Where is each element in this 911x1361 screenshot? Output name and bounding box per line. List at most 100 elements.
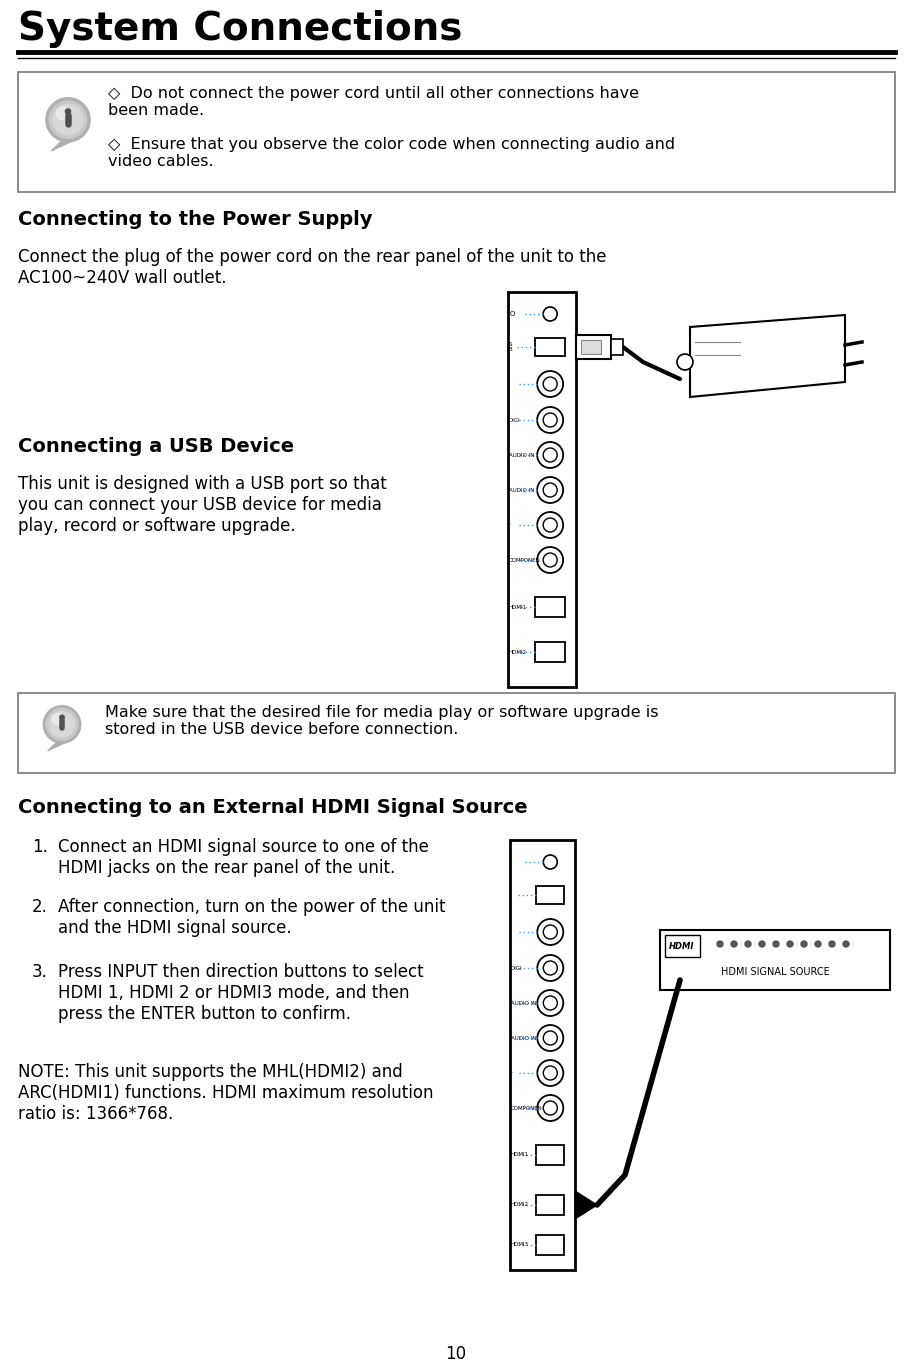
Circle shape bbox=[49, 101, 87, 139]
Bar bbox=[536, 1195, 564, 1215]
Bar bbox=[536, 1145, 564, 1165]
Text: -: - bbox=[508, 523, 510, 528]
Circle shape bbox=[537, 989, 563, 1017]
Bar bbox=[18, 72, 894, 192]
Bar bbox=[535, 642, 565, 661]
Circle shape bbox=[716, 940, 722, 947]
Circle shape bbox=[66, 109, 70, 114]
Circle shape bbox=[537, 372, 562, 397]
Circle shape bbox=[52, 713, 63, 724]
Bar bbox=[536, 1234, 564, 1255]
Circle shape bbox=[537, 407, 562, 433]
Text: Connecting to the Power Supply: Connecting to the Power Supply bbox=[18, 210, 372, 229]
Text: Press INPUT then direction buttons to select
HDMI 1, HDMI 2 or HDMI3 mode, and t: Press INPUT then direction buttons to se… bbox=[58, 964, 424, 1022]
Circle shape bbox=[537, 1025, 563, 1051]
Text: Connecting a USB Device: Connecting a USB Device bbox=[18, 437, 294, 456]
Circle shape bbox=[43, 706, 80, 743]
Polygon shape bbox=[690, 314, 844, 397]
Text: AUDIO IN: AUDIO IN bbox=[510, 1000, 536, 1006]
Text: COMPONEN: COMPONEN bbox=[510, 1105, 542, 1111]
Circle shape bbox=[537, 1096, 563, 1121]
Text: HDMI1: HDMI1 bbox=[510, 1153, 528, 1157]
Text: ◇  Do not connect the power cord until all other connections have
been made.: ◇ Do not connect the power cord until al… bbox=[107, 86, 639, 118]
Text: Connect the plug of the power cord on the rear panel of the unit to the
AC100~24: Connect the plug of the power cord on th… bbox=[18, 248, 606, 287]
Text: -: - bbox=[510, 1071, 512, 1075]
Polygon shape bbox=[574, 1191, 597, 1219]
Circle shape bbox=[537, 476, 562, 504]
Text: HDMI SIGNAL SOURCE: HDMI SIGNAL SOURCE bbox=[720, 968, 828, 977]
Circle shape bbox=[800, 940, 806, 947]
Circle shape bbox=[60, 715, 64, 720]
Circle shape bbox=[537, 512, 562, 538]
Text: After connection, turn on the power of the unit
and the HDMI signal source.: After connection, turn on the power of t… bbox=[58, 898, 445, 936]
Circle shape bbox=[543, 1066, 557, 1081]
Circle shape bbox=[543, 308, 557, 321]
Circle shape bbox=[46, 709, 77, 740]
Text: HDMI2: HDMI2 bbox=[510, 1203, 528, 1207]
Circle shape bbox=[786, 940, 793, 947]
Text: Connect an HDMI signal source to one of the
HDMI jacks on the rear panel of the : Connect an HDMI signal source to one of … bbox=[58, 838, 428, 876]
Circle shape bbox=[543, 412, 557, 427]
Text: NOTE: This unit supports the MHL(HDMI2) and
ARC(HDMI1) functions. HDMI maximum r: NOTE: This unit supports the MHL(HDMI2) … bbox=[18, 1063, 433, 1123]
Circle shape bbox=[537, 547, 562, 573]
Circle shape bbox=[46, 98, 90, 142]
Bar bbox=[660, 930, 889, 989]
Text: Make sure that the desired file for media play or software upgrade is
stored in : Make sure that the desired file for medi… bbox=[105, 705, 658, 738]
Circle shape bbox=[537, 1060, 563, 1086]
Circle shape bbox=[49, 712, 75, 738]
Circle shape bbox=[543, 377, 557, 391]
Text: AUDIO IN: AUDIO IN bbox=[510, 1036, 536, 1041]
Text: HDMI2: HDMI2 bbox=[508, 649, 527, 655]
Bar bbox=[580, 340, 600, 354]
Circle shape bbox=[744, 940, 750, 947]
Text: S
B: S B bbox=[508, 342, 512, 352]
Circle shape bbox=[543, 996, 557, 1010]
Text: DIGI: DIGI bbox=[510, 965, 522, 970]
Circle shape bbox=[543, 961, 557, 974]
Text: 2.: 2. bbox=[32, 898, 47, 916]
Circle shape bbox=[543, 1032, 557, 1045]
Circle shape bbox=[537, 919, 563, 945]
Bar bbox=[509, 840, 574, 1270]
Text: ◇  Ensure that you observe the color code when connecting audio and
video cables: ◇ Ensure that you observe the color code… bbox=[107, 137, 674, 169]
Text: HDMI: HDMI bbox=[669, 942, 694, 950]
Circle shape bbox=[543, 553, 557, 568]
Circle shape bbox=[814, 940, 820, 947]
Bar bbox=[610, 339, 622, 355]
Bar bbox=[536, 886, 564, 904]
Circle shape bbox=[543, 483, 557, 497]
Bar bbox=[18, 693, 894, 773]
Circle shape bbox=[543, 1101, 557, 1115]
Circle shape bbox=[56, 106, 69, 120]
Text: 3.: 3. bbox=[32, 964, 47, 981]
Text: Connecting to an External HDMI Signal Source: Connecting to an External HDMI Signal So… bbox=[18, 798, 527, 817]
Bar bbox=[535, 338, 565, 357]
Text: 1.: 1. bbox=[32, 838, 47, 856]
Bar bbox=[576, 335, 610, 359]
Text: This unit is designed with a USB port so that
you can connect your USB device fo: This unit is designed with a USB port so… bbox=[18, 475, 386, 535]
Circle shape bbox=[537, 442, 562, 468]
Circle shape bbox=[543, 519, 557, 532]
Circle shape bbox=[676, 354, 692, 370]
Circle shape bbox=[53, 105, 83, 135]
Text: COMPONEN: COMPONEN bbox=[508, 558, 540, 562]
Text: 10: 10 bbox=[445, 1345, 466, 1361]
Circle shape bbox=[537, 955, 563, 981]
Bar bbox=[535, 597, 565, 617]
Circle shape bbox=[828, 940, 834, 947]
Circle shape bbox=[543, 855, 557, 870]
Text: HDMI3: HDMI3 bbox=[510, 1243, 528, 1248]
Text: AUDIO IN: AUDIO IN bbox=[508, 487, 534, 493]
Polygon shape bbox=[47, 743, 66, 751]
Bar bbox=[507, 293, 576, 687]
Text: HDMI1: HDMI1 bbox=[508, 604, 527, 610]
Circle shape bbox=[543, 448, 557, 461]
Circle shape bbox=[731, 940, 736, 947]
Polygon shape bbox=[51, 142, 72, 151]
Circle shape bbox=[758, 940, 764, 947]
Circle shape bbox=[543, 925, 557, 939]
Circle shape bbox=[842, 940, 848, 947]
Text: AUDIO IN: AUDIO IN bbox=[508, 452, 534, 457]
Text: O: O bbox=[509, 312, 515, 317]
Bar bbox=[664, 935, 700, 957]
